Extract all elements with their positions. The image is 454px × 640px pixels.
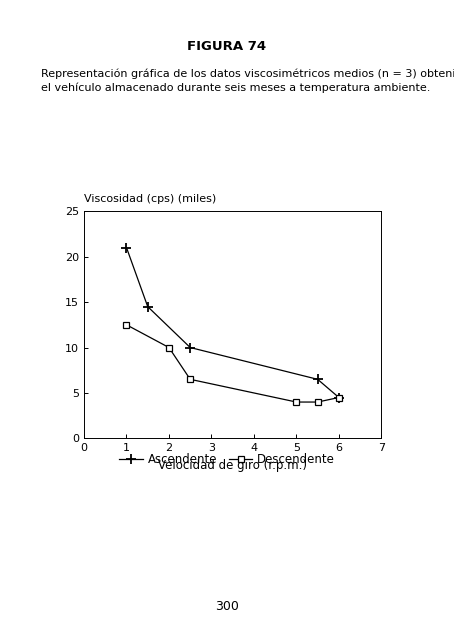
Ascendente — [315, 376, 321, 383]
Line: Descendente: Descendente — [123, 322, 342, 405]
Text: el vehículo almacenado durante seis meses a temperatura ambiente.: el vehículo almacenado durante seis mese… — [41, 83, 430, 93]
Descendente — [188, 376, 193, 383]
Ascendente — [145, 303, 150, 310]
Ascendente — [188, 344, 193, 351]
Descendente — [124, 321, 129, 329]
Legend: Ascendente, Descendente: Ascendente, Descendente — [114, 449, 340, 471]
Ascendente — [124, 244, 129, 252]
Descendente — [294, 398, 299, 406]
Line: Ascendente: Ascendente — [122, 243, 344, 403]
Text: Representación gráfica de los datos viscosimétricos medios (n = 3) obtenidos en: Representación gráfica de los datos visc… — [41, 68, 454, 79]
Descendente — [166, 344, 172, 351]
Descendente — [336, 394, 341, 401]
Text: FIGURA 74: FIGURA 74 — [188, 40, 266, 53]
X-axis label: Velocidad de giro (r.p.m.): Velocidad de giro (r.p.m.) — [158, 459, 307, 472]
Ascendente — [336, 394, 341, 401]
Text: 300: 300 — [215, 600, 239, 613]
Text: Viscosidad (cps) (miles): Viscosidad (cps) (miles) — [84, 193, 216, 204]
Descendente — [315, 398, 321, 406]
